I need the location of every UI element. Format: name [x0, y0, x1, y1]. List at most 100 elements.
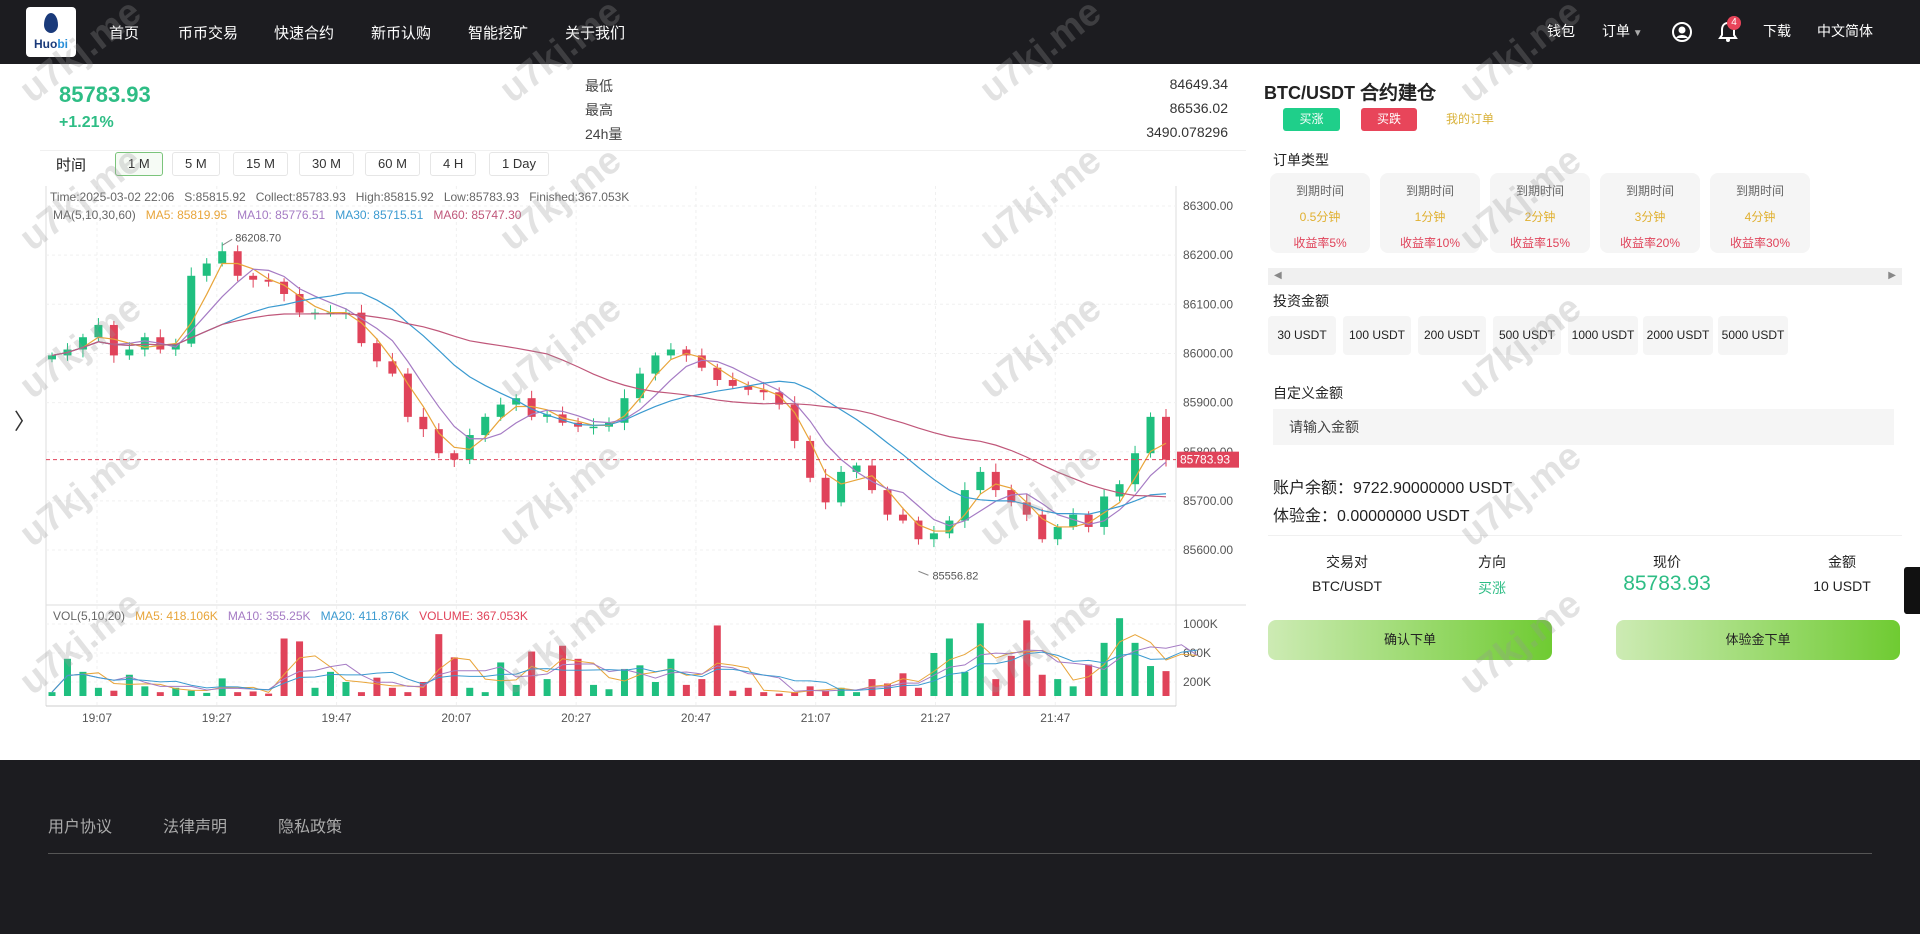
volume-bar [822, 690, 830, 696]
last-price: 85783.93 [59, 82, 151, 107]
price-tick-label: 86000.00 [1183, 346, 1233, 360]
volume-bar [94, 687, 102, 696]
time-tick-label: 21:27 [920, 711, 950, 725]
side-widget[interactable] [1904, 567, 1920, 614]
nav-home[interactable]: 首页 [109, 25, 140, 42]
nav-contract[interactable]: 快速合约 [274, 25, 335, 42]
volume-bar [651, 682, 659, 696]
volume-bar [976, 623, 984, 696]
interval-60m[interactable]: 60 M [365, 152, 420, 176]
volume-bar [1162, 671, 1170, 696]
candle [1162, 416, 1170, 460]
candle [481, 416, 490, 436]
buy-down-button[interactable]: 买跌 [1361, 108, 1417, 131]
order-type-card[interactable]: 到期时间 3分钟 收益率20% [1600, 173, 1700, 253]
interval-5m[interactable]: 5 M [172, 152, 220, 176]
interval-1m[interactable]: 1 M [115, 152, 163, 176]
amount-option[interactable]: 500 USDT [1493, 316, 1561, 355]
nav-mining[interactable]: 智能挖矿 [468, 25, 529, 42]
volume-bar [961, 671, 969, 696]
candle [496, 404, 505, 417]
nav-ieo[interactable]: 新币认购 [371, 25, 432, 42]
orders-dropdown[interactable]: 订单 ▼ [1602, 23, 1643, 39]
time-tick-label: 20:07 [441, 711, 471, 725]
caret-down-icon: ▼ [1630, 28, 1643, 39]
volume-bar [187, 690, 195, 696]
expand-arrow-icon[interactable]: 〉 [14, 409, 37, 434]
interval-30m[interactable]: 30 M [299, 152, 354, 176]
candle [1022, 502, 1031, 515]
volume-bar [775, 693, 783, 696]
my-orders-link[interactable]: 我的订单 [1445, 112, 1494, 126]
candle [635, 373, 644, 399]
interval-1day[interactable]: 1 Day [489, 152, 549, 176]
volume-bar [543, 679, 551, 696]
amount-option[interactable]: 200 USDT [1418, 316, 1486, 355]
order-type-card[interactable]: 到期时间 4分钟 收益率30% [1710, 173, 1810, 253]
volume-tick-label: 600K [1183, 646, 1211, 660]
interval-15m[interactable]: 15 M [233, 152, 288, 176]
confirm-order-button[interactable]: 确认下单 [1268, 620, 1552, 660]
volume-bar [853, 692, 861, 696]
volume-bar [1054, 679, 1062, 696]
language-selector[interactable]: 中文简体 [1817, 23, 1873, 39]
summary-amount: 10 USDT [1813, 578, 1871, 594]
order-type-card[interactable]: 到期时间 1分钟 收益率10% [1380, 173, 1480, 253]
logo[interactable]: Huobi [26, 7, 76, 57]
amount-option[interactable]: 5000 USDT [1718, 316, 1788, 355]
order-type-card[interactable]: 到期时间 0.5分钟 收益率5% [1270, 173, 1370, 253]
candle [728, 379, 737, 386]
price-change: +1.21% [59, 114, 114, 131]
amount-option[interactable]: 1000 USDT [1568, 316, 1638, 355]
candle [1115, 484, 1124, 497]
wallet-link[interactable]: 钱包 [1547, 23, 1575, 39]
candle [388, 361, 397, 374]
logo-drop-icon [44, 13, 58, 33]
kline-chart[interactable]: 86300.00 86200.00 86100.00 86000.00 85900.00… [0, 0, 1250, 740]
volume-bar [1007, 655, 1015, 696]
volume-bar [1147, 666, 1155, 696]
scroll-right-icon[interactable]: ▶ [1888, 270, 1896, 281]
candle [821, 477, 830, 503]
footer-legal[interactable]: 法律声明 [163, 819, 228, 836]
volume-ma30-line [51, 649, 1198, 693]
interval-4h[interactable]: 4 H [430, 152, 477, 176]
candle [465, 435, 474, 460]
horizontal-scrollbar[interactable]: ◀ ▶ [1268, 268, 1902, 285]
candle [218, 251, 227, 264]
invest-amount-label: 投资金额 [1273, 293, 1329, 309]
volume-bar [682, 684, 690, 696]
order-type-card[interactable]: 到期时间 2分钟 收益率15% [1490, 173, 1590, 253]
volume-bar [110, 690, 118, 696]
candle [868, 465, 877, 491]
summary-price-label: 现价 [1653, 554, 1681, 570]
candle [744, 385, 753, 390]
amount-option[interactable]: 30 USDT [1268, 316, 1336, 355]
footer-user-agreement[interactable]: 用户协议 [48, 819, 113, 836]
chart-toolbar [40, 150, 1246, 182]
volume-bar [249, 691, 257, 696]
footer-privacy[interactable]: 隐私政策 [278, 819, 343, 836]
amount-option[interactable]: 2000 USDT [1643, 316, 1713, 355]
user-icon[interactable] [1671, 21, 1693, 43]
time-tick-label: 20:27 [561, 711, 591, 725]
price-tick-label: 85600.00 [1183, 543, 1233, 557]
candle [249, 275, 258, 280]
volume-bar [729, 690, 737, 696]
volume-bar [296, 641, 304, 696]
buy-up-button[interactable]: 买涨 [1283, 108, 1340, 131]
scroll-left-icon[interactable]: ◀ [1274, 270, 1282, 281]
nav-about[interactable]: 关于我们 [565, 25, 626, 42]
download-link[interactable]: 下载 [1763, 23, 1791, 39]
volume-bar [156, 692, 164, 696]
nav-spot[interactable]: 币币交易 [178, 25, 239, 42]
candle [775, 392, 784, 405]
time-label: 时间 [56, 157, 87, 174]
candle [140, 337, 149, 350]
amount-option[interactable]: 100 USDT [1343, 316, 1411, 355]
volume-bar [388, 687, 396, 696]
custom-amount-input[interactable] [1273, 409, 1894, 445]
volume-bar [930, 653, 938, 696]
volume-bar [203, 692, 211, 696]
trial-order-button[interactable]: 体验金下单 [1616, 620, 1900, 660]
